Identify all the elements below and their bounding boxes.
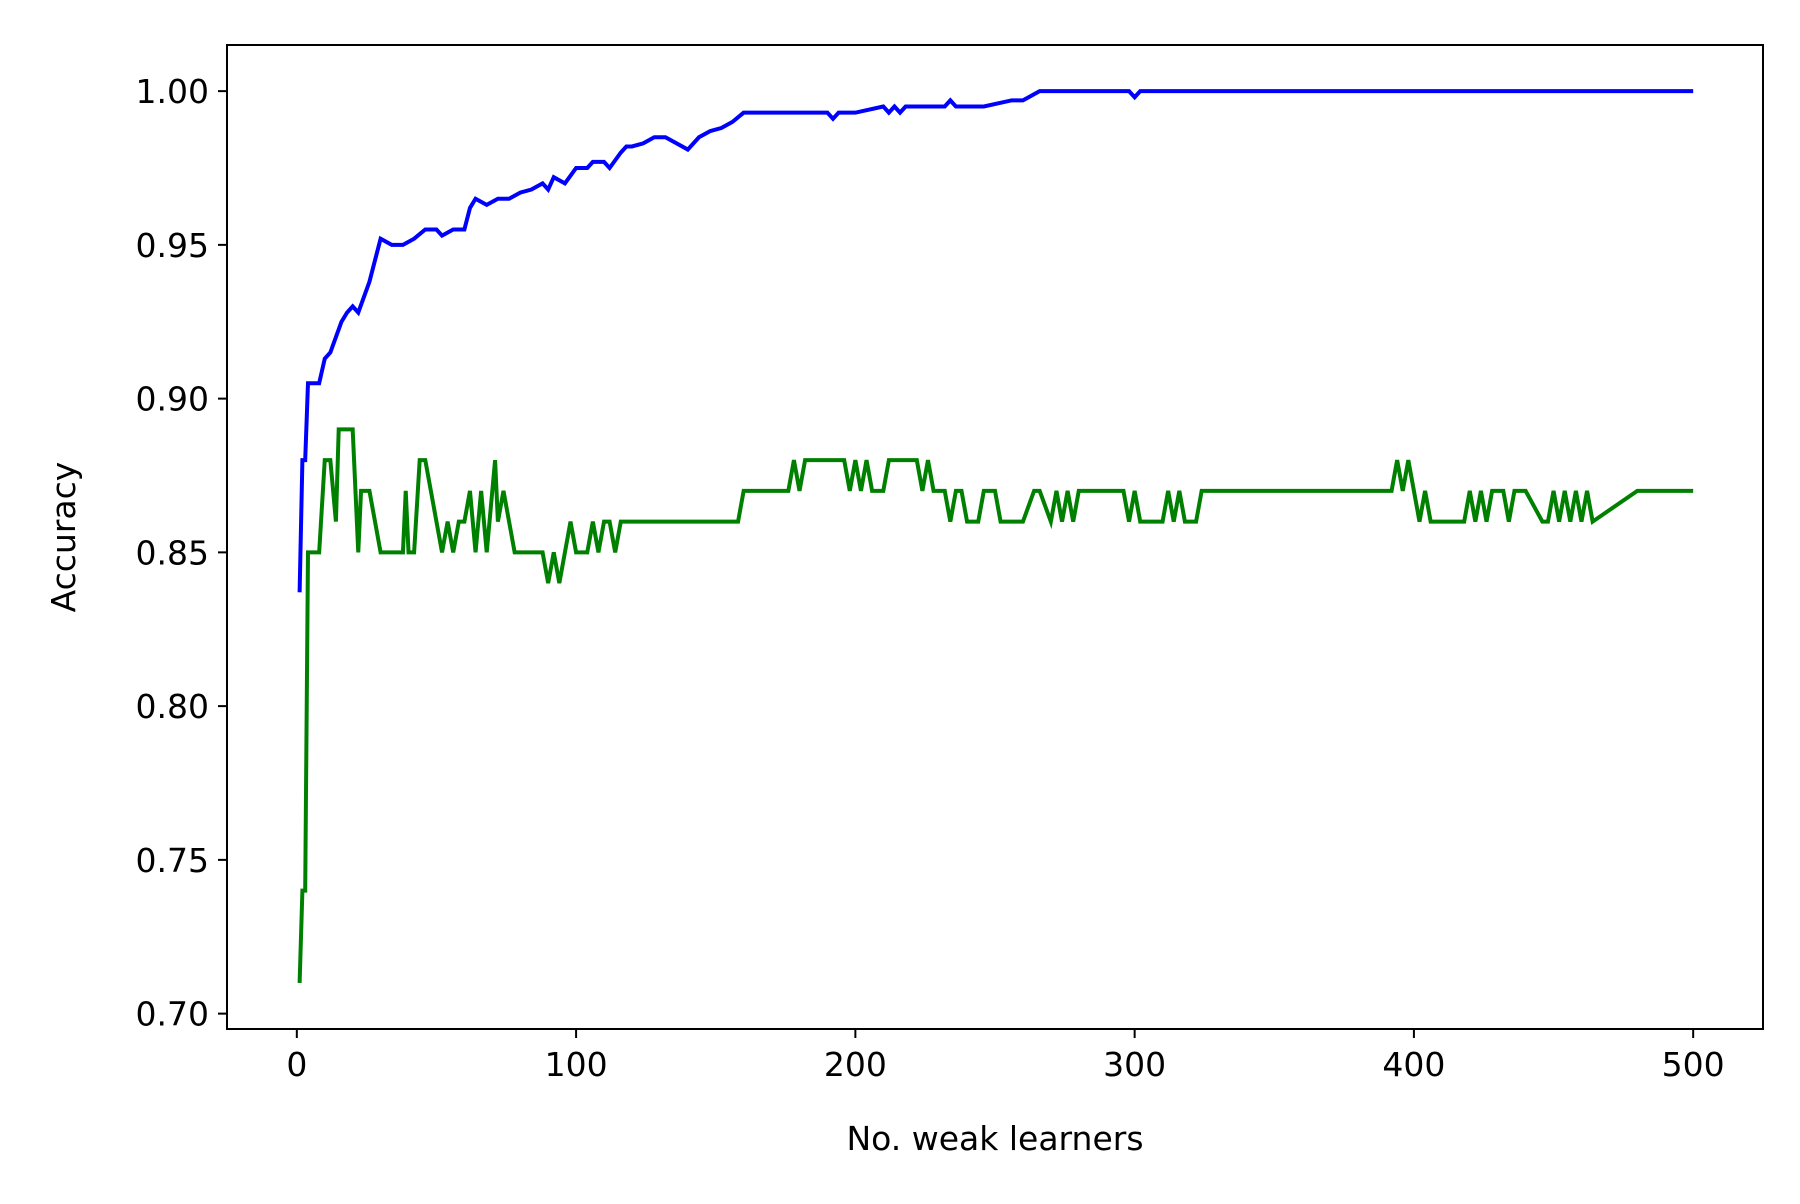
y-tick-label: 0.85	[136, 533, 209, 572]
y-tick-label: 1.00	[136, 72, 209, 111]
y-axis-title: Accuracy	[44, 462, 83, 613]
x-tick-label: 100	[545, 1045, 608, 1084]
y-tick-label: 0.80	[136, 687, 209, 726]
series-line-2	[297, 427, 1694, 983]
y-axis: 0.70 0.75 0.80 0.85 0.90 0.95 1.00	[136, 72, 227, 1034]
x-tick-label: 200	[824, 1045, 887, 1084]
x-tick-label: 0	[286, 1045, 307, 1084]
plot-frame	[226, 44, 1764, 1030]
series-layer	[297, 89, 1694, 983]
y-tick-label: 0.70	[136, 995, 209, 1034]
x-axis-title: No. weak learners	[846, 1119, 1143, 1158]
series-line-1	[297, 89, 1694, 593]
x-tick-label: 400	[1382, 1045, 1445, 1084]
y-tick-label: 0.90	[136, 380, 209, 419]
y-tick-label: 0.95	[136, 226, 209, 265]
x-tick-label: 300	[1103, 1045, 1166, 1084]
x-tick-label: 500	[1662, 1045, 1725, 1084]
x-axis: 0 100 200 300 400 500	[286, 1029, 1725, 1084]
y-tick-label: 0.75	[136, 841, 209, 880]
